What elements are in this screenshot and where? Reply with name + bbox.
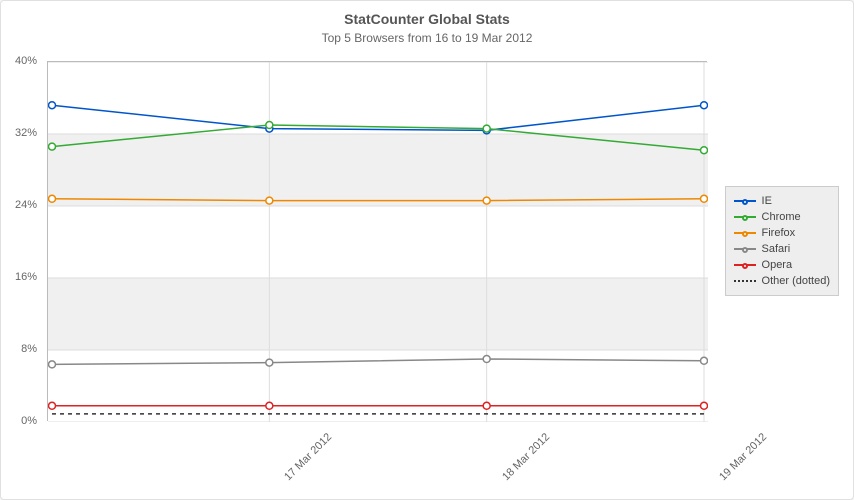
legend-swatch [734, 232, 756, 234]
y-tick-label: 32% [0, 127, 37, 139]
legend-swatch [734, 200, 756, 202]
legend-row[interactable]: Chrome [734, 209, 830, 225]
plot-area: StatCounter GlobalStats [47, 61, 707, 421]
legend: IE Chrome Firefox Safari Opera Other (dotted) [725, 186, 839, 296]
legend-swatch [734, 264, 756, 266]
legend-row[interactable]: Safari [734, 241, 830, 257]
y-tick-label: 16% [0, 271, 37, 283]
legend-label: Other (dotted) [762, 275, 830, 287]
x-tick-label: 19 Mar 2012 [717, 431, 769, 483]
plot-wrap: StatCounter GlobalStats 0%8%16%24%32%40%… [47, 61, 707, 421]
y-tick-label: 0% [0, 415, 37, 427]
chart-title: StatCounter Global Stats [1, 1, 853, 27]
y-tick-label: 24% [0, 199, 37, 211]
legend-swatch [734, 248, 756, 250]
legend-row[interactable]: Firefox [734, 225, 830, 241]
legend-swatch [734, 280, 756, 282]
x-tick-label: 18 Mar 2012 [500, 431, 552, 483]
chart-container: StatCounter Global Stats Top 5 Browsers … [0, 0, 854, 500]
legend-swatch [734, 216, 756, 218]
legend-row[interactable]: Opera [734, 257, 830, 273]
y-tick-label: 8% [0, 343, 37, 355]
legend-label: Safari [762, 243, 791, 255]
legend-label: IE [762, 195, 772, 207]
y-tick-label: 40% [0, 55, 37, 67]
legend-row[interactable]: Other (dotted) [734, 273, 830, 289]
legend-label: Opera [762, 259, 793, 271]
x-tick-label: 17 Mar 2012 [282, 431, 334, 483]
chart-svg [48, 62, 708, 422]
legend-label: Firefox [762, 227, 796, 239]
chart-subtitle: Top 5 Browsers from 16 to 19 Mar 2012 [1, 27, 853, 45]
legend-label: Chrome [762, 211, 801, 223]
legend-row[interactable]: IE [734, 193, 830, 209]
